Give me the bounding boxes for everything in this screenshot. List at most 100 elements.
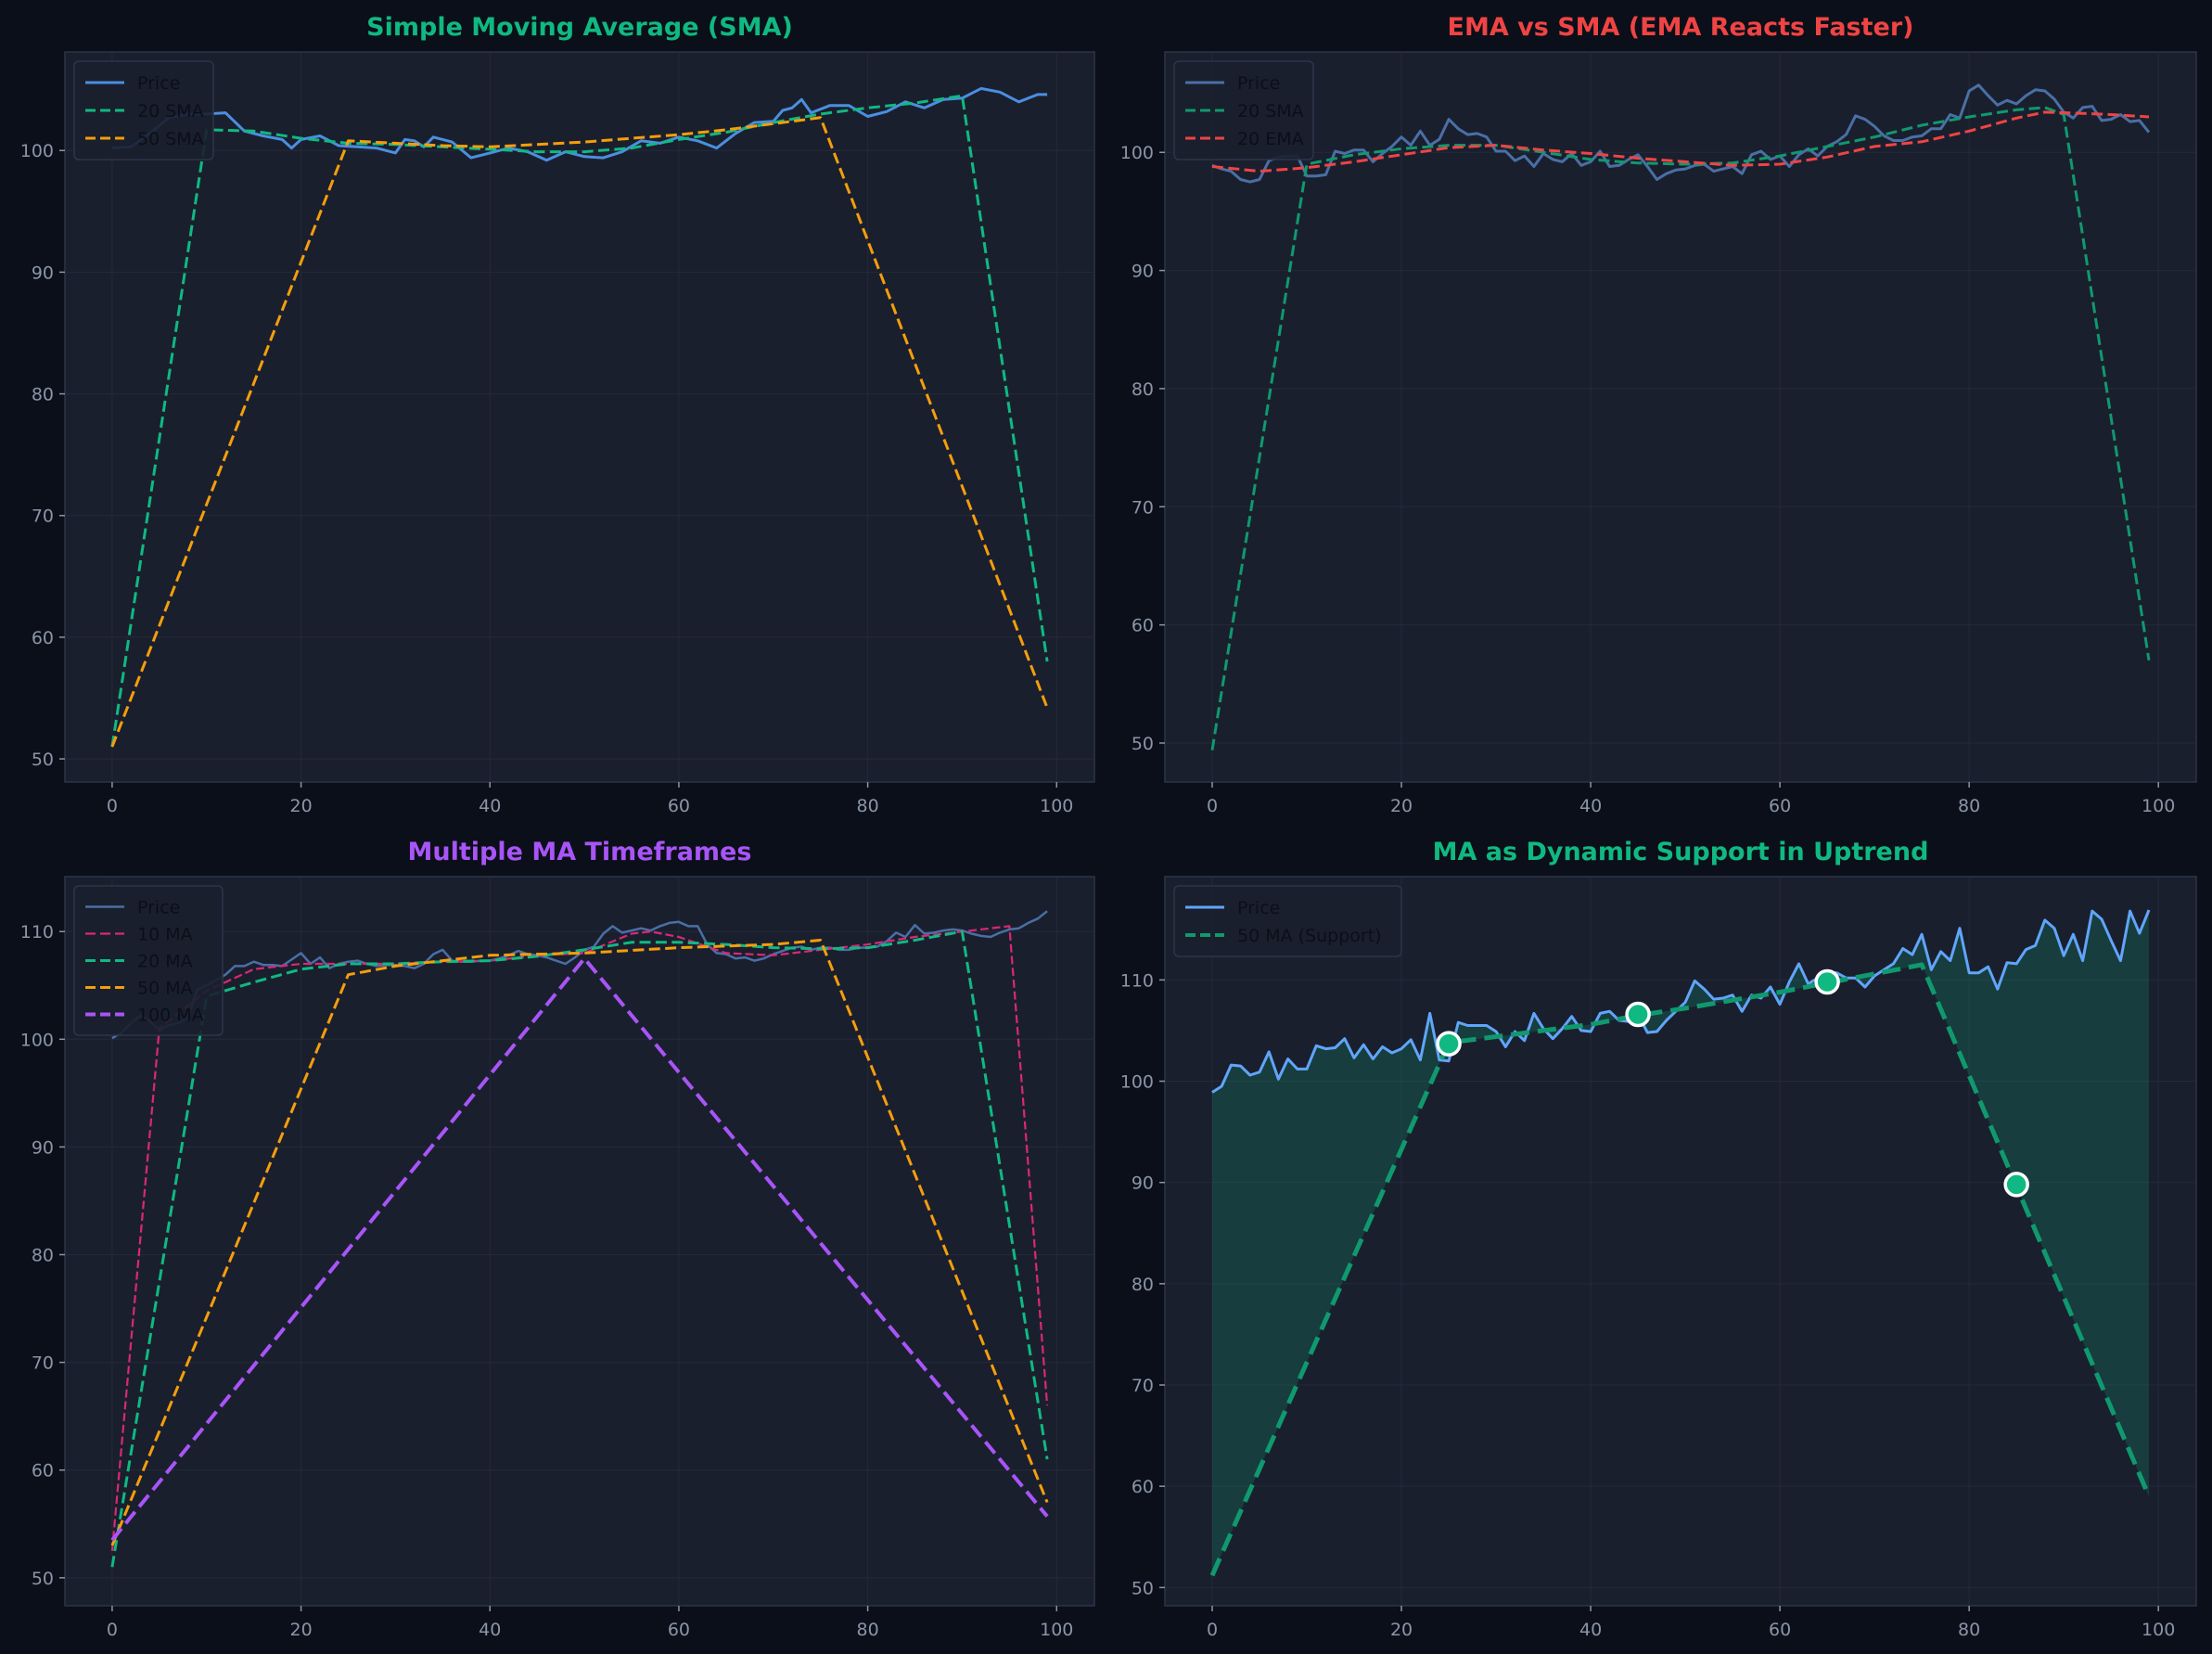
legend-label: 20 EMA bbox=[1237, 129, 1304, 149]
chart-title: EMA vs SMA (EMA Reacts Faster) bbox=[1448, 13, 1914, 42]
x-tick-label: 100 bbox=[1040, 796, 1073, 816]
y-tick-label: 70 bbox=[1132, 497, 1154, 518]
y-tick-label: 90 bbox=[32, 1137, 54, 1158]
y-tick-label: 80 bbox=[1132, 379, 1154, 400]
series-line-price bbox=[111, 86, 1048, 162]
x-tick-label: 40 bbox=[1579, 1620, 1602, 1640]
x-tick-label: 80 bbox=[1958, 796, 1980, 816]
plot-marks bbox=[1209, 909, 2152, 1577]
legend: Price 10 MA 20 MA 50 MA 100 MA bbox=[73, 885, 224, 1036]
subplot-1: 0 20 40 60 80 100 50 60 70 80 90 100 Simple Moving A… bbox=[20, 13, 1095, 816]
legend-box bbox=[73, 60, 214, 160]
legend-label: 100 MA bbox=[137, 1006, 204, 1026]
plot-area bbox=[1164, 51, 2197, 783]
support-fill-area bbox=[1212, 910, 2149, 1576]
y-tick-label: 60 bbox=[1132, 616, 1154, 636]
legend-label: Price bbox=[1237, 898, 1280, 918]
x-tick-label: 100 bbox=[2142, 1620, 2175, 1640]
series-line-20-ma bbox=[110, 930, 1049, 1568]
support-touch-marker bbox=[1625, 1001, 1651, 1028]
y-tick-label: 50 bbox=[32, 750, 54, 770]
x-tick-label: 20 bbox=[289, 796, 312, 816]
legend-box bbox=[1173, 885, 1402, 957]
x-tick-label: 80 bbox=[1958, 1620, 1980, 1640]
x-tick-label: 0 bbox=[107, 1620, 118, 1640]
plot-marks bbox=[110, 910, 1049, 1568]
legend-box bbox=[1173, 60, 1314, 160]
x-tick-label: 20 bbox=[289, 1620, 312, 1640]
x-tick-label: 100 bbox=[2142, 796, 2175, 816]
x-tick-label: 60 bbox=[1769, 796, 1791, 816]
series-line-100-ma bbox=[110, 956, 1049, 1542]
x-tick-label: 40 bbox=[479, 796, 501, 816]
legend-label: 50 MA (Support) bbox=[1237, 926, 1382, 946]
x-tick-label: 40 bbox=[479, 1620, 501, 1640]
plot-area bbox=[1164, 876, 2197, 1607]
support-touch-marker bbox=[1436, 1031, 1462, 1057]
legend: Price 20 SMA 20 EMA bbox=[1173, 60, 1314, 160]
legend-label: 20 MA bbox=[137, 952, 193, 972]
series-line-20-sma bbox=[110, 94, 1049, 748]
y-tick-label: 70 bbox=[1132, 1376, 1154, 1396]
y-tick-label: 70 bbox=[32, 506, 54, 527]
legend: Price 20 SMA 50 SMA bbox=[73, 60, 214, 160]
chart-title: Simple Moving Average (SMA) bbox=[366, 13, 793, 42]
legend-box bbox=[73, 885, 224, 1036]
support-touch-marker bbox=[1814, 968, 1840, 995]
series-line-50-ma bbox=[110, 939, 1049, 1546]
subplot-4: 0 20 40 60 80 100 50 60 70 80 90 100 110 MA as Dynami… bbox=[1120, 838, 2197, 1640]
legend-label: Price bbox=[1237, 73, 1280, 94]
x-tick-label: 60 bbox=[1769, 1620, 1791, 1640]
y-tick-label: 90 bbox=[1132, 262, 1154, 282]
y-tick-label: 50 bbox=[32, 1569, 54, 1589]
legend-label: 50 MA bbox=[137, 979, 193, 999]
y-tick-label: 100 bbox=[1120, 143, 1154, 163]
y-tick-label: 60 bbox=[1132, 1477, 1154, 1497]
y-tick-label: 110 bbox=[1120, 970, 1154, 991]
x-tick-label: 80 bbox=[857, 1620, 879, 1640]
legend-label: 20 SMA bbox=[137, 101, 204, 122]
y-tick-label: 80 bbox=[32, 1246, 54, 1266]
x-tick-label: 100 bbox=[1040, 1620, 1073, 1640]
x-tick-label: 0 bbox=[107, 796, 118, 816]
y-tick-label: 80 bbox=[32, 385, 54, 405]
plot-marks bbox=[110, 86, 1049, 748]
series-line-50-sma bbox=[110, 116, 1049, 748]
plot-marks bbox=[1210, 83, 2151, 750]
legend-label: 10 MA bbox=[137, 925, 193, 945]
chart-title: Multiple MA Timeframes bbox=[408, 838, 752, 866]
legend-label: Price bbox=[137, 898, 180, 918]
series-line-50-ma-support- bbox=[1209, 962, 2152, 1577]
y-tick-label: 100 bbox=[20, 1030, 54, 1050]
legend-label: Price bbox=[137, 73, 180, 94]
series-line-20-ema bbox=[1211, 110, 2150, 173]
x-tick-label: 20 bbox=[1390, 1620, 1413, 1640]
subplot-2: 0 20 40 60 80 100 50 60 70 80 90 100 EMA vs SMA (EMA… bbox=[1120, 13, 2197, 816]
y-tick-label: 100 bbox=[20, 141, 54, 161]
legend-label: 50 SMA bbox=[137, 129, 204, 149]
y-tick-label: 90 bbox=[32, 263, 54, 283]
legend-label: 20 SMA bbox=[1237, 101, 1304, 122]
x-tick-label: 80 bbox=[857, 796, 879, 816]
legend: Price 50 MA (Support) bbox=[1173, 885, 1402, 957]
x-tick-label: 60 bbox=[668, 1620, 690, 1640]
y-tick-label: 90 bbox=[1132, 1173, 1154, 1194]
subplot-3: 0 20 40 60 80 100 50 60 70 80 90 100 110 Multiple MA … bbox=[20, 838, 1095, 1640]
y-tick-label: 50 bbox=[1132, 734, 1154, 754]
x-tick-label: 0 bbox=[1207, 1620, 1218, 1640]
y-tick-label: 50 bbox=[1132, 1578, 1154, 1598]
series-line-20-sma bbox=[1210, 106, 2151, 750]
y-tick-label: 110 bbox=[20, 922, 54, 942]
support-touch-marker bbox=[2003, 1172, 2029, 1198]
y-tick-label: 70 bbox=[32, 1353, 54, 1374]
x-tick-label: 0 bbox=[1207, 796, 1218, 816]
x-tick-label: 60 bbox=[668, 796, 690, 816]
y-tick-label: 100 bbox=[1120, 1072, 1154, 1093]
y-tick-label: 60 bbox=[32, 1461, 54, 1481]
y-tick-label: 60 bbox=[32, 628, 54, 648]
x-tick-label: 40 bbox=[1579, 796, 1602, 816]
plot-area bbox=[64, 51, 1095, 783]
y-tick-label: 80 bbox=[1132, 1275, 1154, 1295]
series-line-price bbox=[1211, 83, 2151, 184]
